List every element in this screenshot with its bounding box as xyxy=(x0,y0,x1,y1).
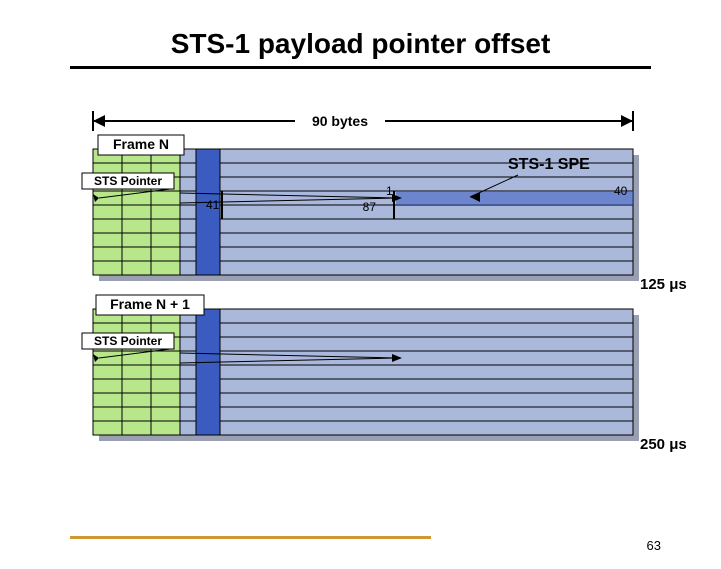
byte-40: 40 xyxy=(614,184,628,198)
byte-41: 41 xyxy=(206,198,220,212)
byte-87: 87 xyxy=(363,200,377,214)
title-underline xyxy=(70,66,651,69)
page-number: 63 xyxy=(647,538,661,553)
page-title: STS-1 payload pointer offset xyxy=(0,28,721,60)
bytes-width-label: 90 bytes xyxy=(312,113,368,129)
byte-1: 1 xyxy=(386,184,393,198)
sts-pointer-label: STS Pointer xyxy=(94,174,162,188)
time-250: 250 μs xyxy=(640,436,687,453)
time-125: 125 μs xyxy=(640,276,687,293)
footer-rule xyxy=(70,536,431,539)
sts-pointer-label: STS Pointer xyxy=(94,334,162,348)
frame-label: Frame N xyxy=(113,136,169,152)
frame-label: Frame N + 1 xyxy=(110,296,190,312)
sts-diagram: 90 bytes Frame N Frame N + 1 STS Pointer STS… xyxy=(0,89,721,479)
spe-label: STS-1 SPE xyxy=(508,156,590,173)
